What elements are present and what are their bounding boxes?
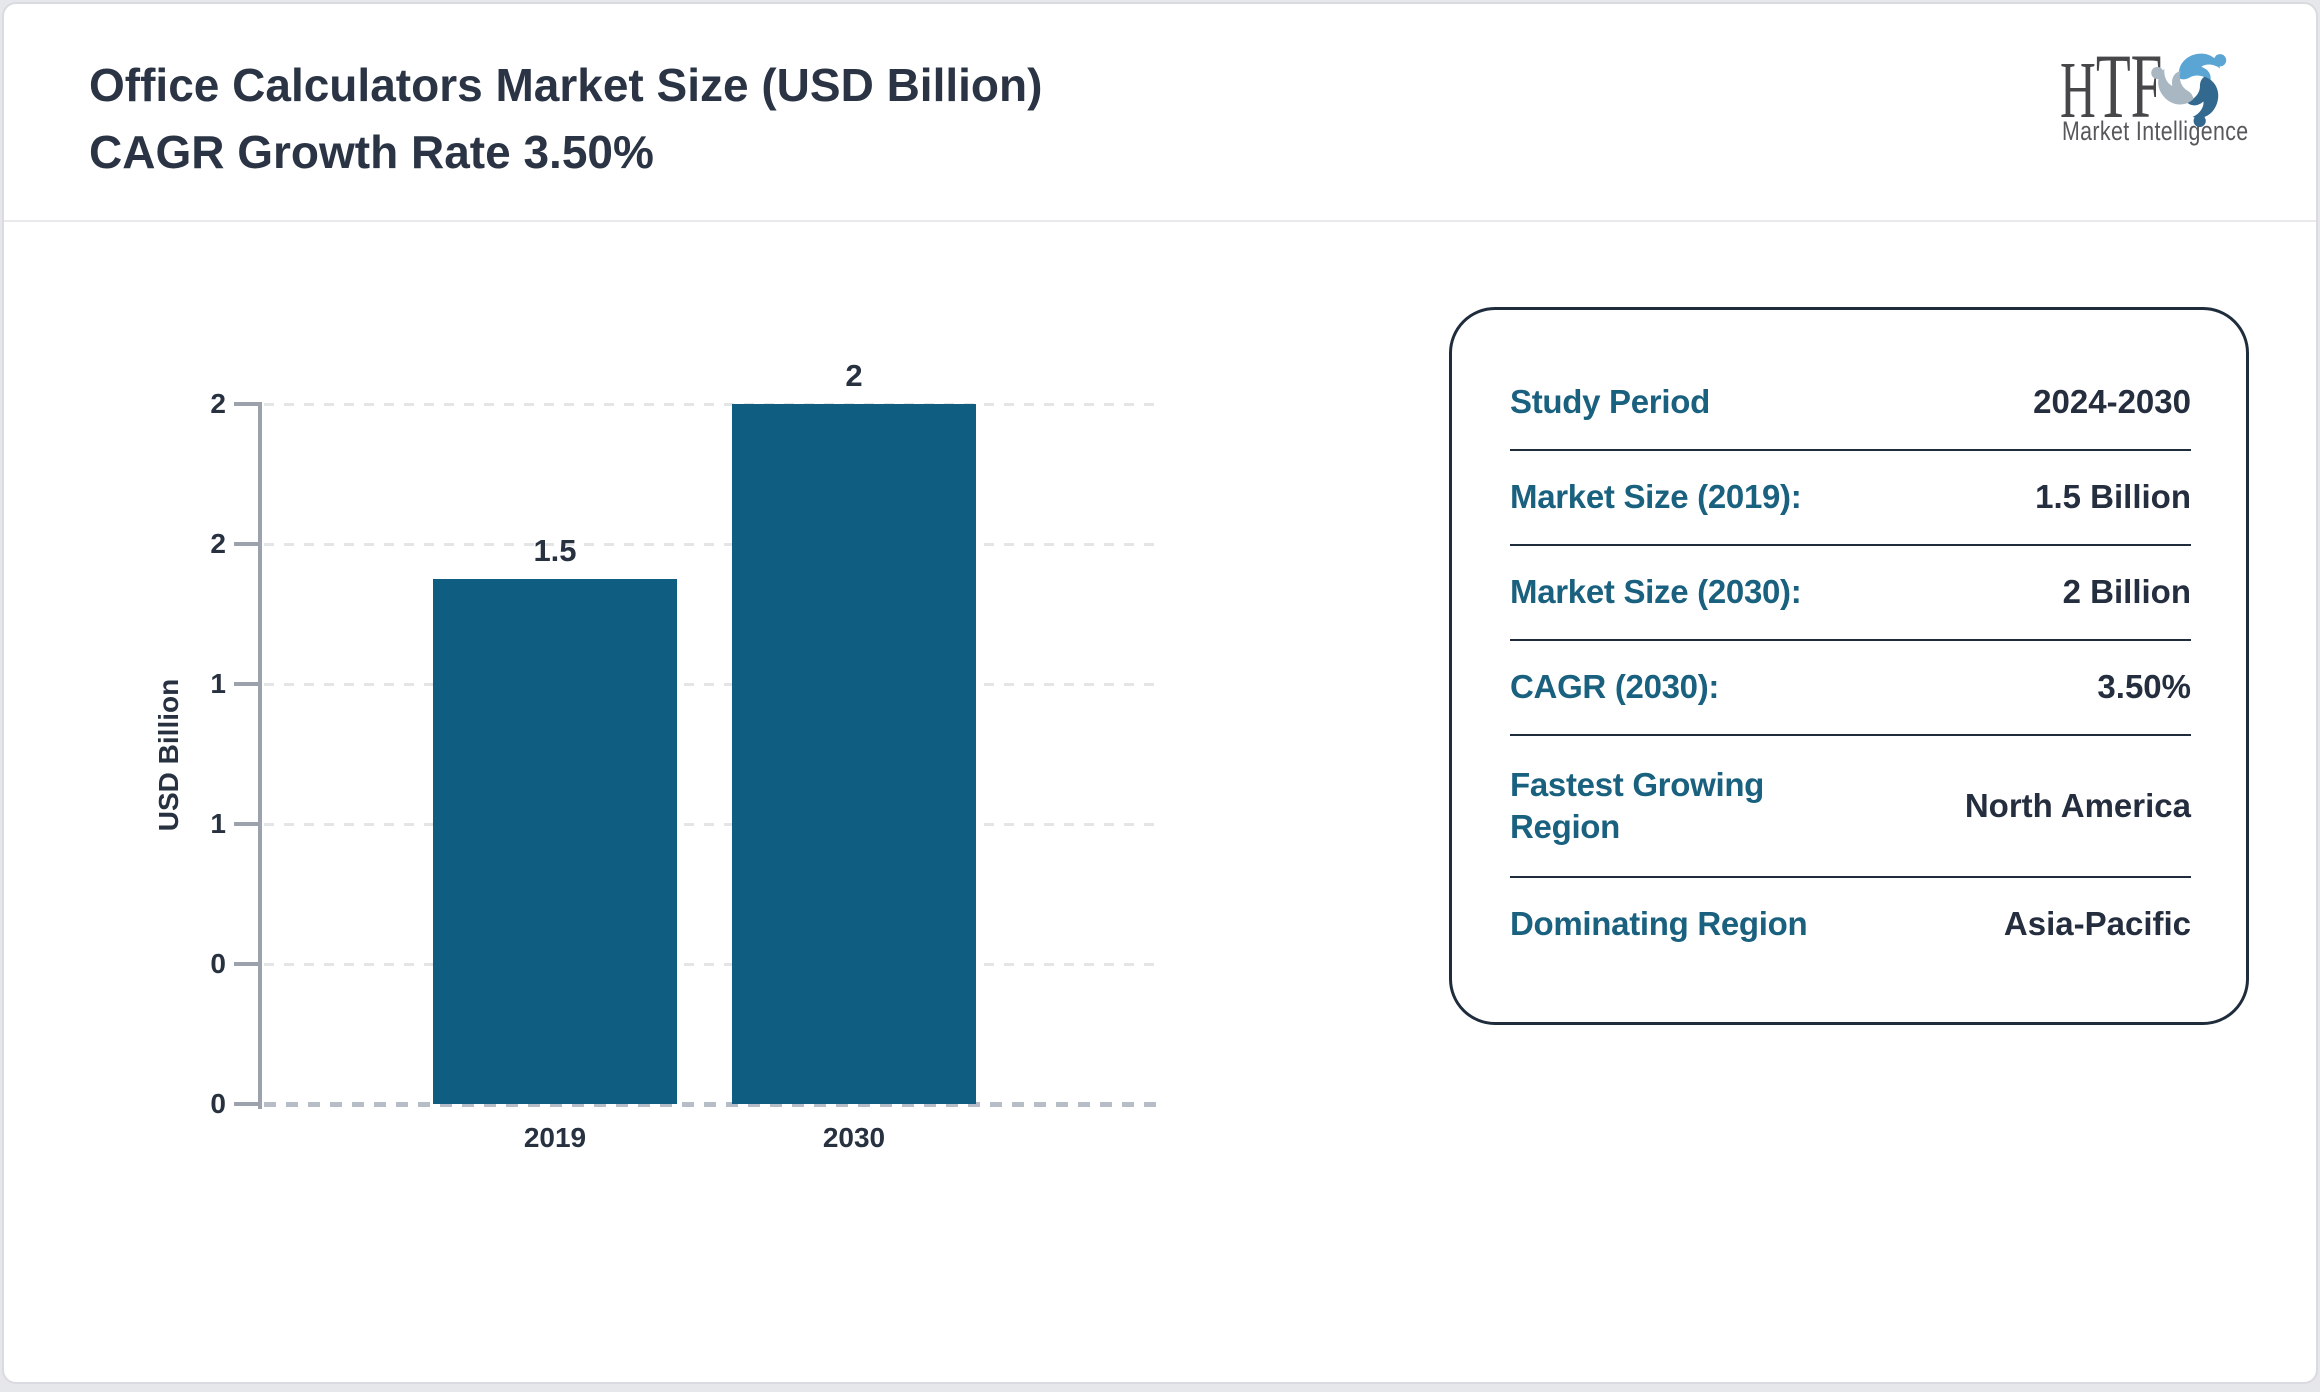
summary-value: North America	[1964, 786, 2191, 824]
summary-row-dominating-region: Dominating Region Asia-Pacific	[1510, 878, 2191, 971]
y-tickmark	[234, 822, 259, 826]
summary-label: Fastest Growing Region	[1510, 765, 1765, 845]
htf-logo-subtitle: Market Intelligence	[2062, 116, 2249, 146]
y-tick-label: 2	[210, 528, 226, 559]
x-axis-baseline	[264, 1102, 1162, 1107]
market-summary-panel: Study Period 2024-2030 Market Size (2019…	[1449, 307, 2249, 1025]
summary-row-study-period: Study Period 2024-2030	[1510, 356, 2191, 451]
page-title: Office Calculators Market Size (USD Bill…	[89, 52, 1042, 186]
summary-row-cagr: CAGR (2030): 3.50%	[1510, 641, 2191, 736]
summary-value: 2 Billion	[2062, 573, 2191, 611]
summary-value: Asia-Pacific	[2003, 905, 2191, 943]
summary-label: Dominating Region	[1510, 905, 1808, 943]
summary-label: Market Size (2019):	[1510, 478, 1802, 516]
header-divider	[4, 220, 2316, 222]
htf-logo-swirl-icon	[2151, 53, 2227, 128]
y-tick-label: 2	[210, 388, 226, 419]
bar-2019	[433, 579, 677, 1104]
gridline-0.8	[264, 823, 1162, 826]
htf-logo-letter-h: H	[2060, 47, 2096, 135]
y-tickmark	[234, 542, 259, 546]
y-tick-label: 0	[210, 1088, 226, 1119]
y-tick-label: 1	[210, 668, 226, 699]
page-title-line1: Office Calculators Market Size (USD Bill…	[89, 59, 1043, 111]
summary-value: 1.5 Billion	[2035, 478, 2191, 516]
htf-logo-text: HTF	[2060, 40, 2162, 137]
y-axis-line	[258, 402, 262, 1109]
summary-label: Study Period	[1510, 383, 1710, 421]
summary-label: Market Size (2030):	[1510, 573, 1802, 611]
y-tickmark	[234, 402, 259, 406]
bar-value-label-2030: 2	[845, 358, 863, 393]
gridline-2.0	[264, 403, 1162, 406]
y-axis-title: USD Billion	[153, 678, 184, 832]
y-tickmark	[234, 682, 259, 686]
summary-value: 3.50%	[2097, 668, 2191, 706]
y-tick-label: 1	[210, 808, 226, 839]
summary-row-market-size-2030: Market Size (2030): 2 Billion	[1510, 546, 2191, 641]
bar-2030	[732, 404, 976, 1104]
summary-label: CAGR (2030):	[1510, 668, 1720, 706]
gridline-1.6	[264, 543, 1162, 546]
y-tick-label: 0	[210, 948, 226, 979]
bar-value-label-2019: 1.5	[533, 533, 577, 568]
gridline-1.2	[264, 683, 1162, 686]
summary-value: 2024-2030	[2033, 383, 2191, 421]
gridline-0.4	[264, 963, 1162, 966]
htf-logo-letters-tf: TF	[2095, 35, 2163, 137]
x-tick-label-2030: 2030	[822, 1122, 886, 1153]
y-tickmark	[234, 1102, 259, 1106]
summary-row-fastest-growing-region: Fastest Growing Region North America	[1510, 736, 2191, 878]
summary-row-market-size-2019: Market Size (2019): 1.5 Billion	[1510, 451, 2191, 546]
page-title-line2: CAGR Growth Rate 3.50%	[89, 126, 654, 178]
x-tick-label-2019: 2019	[523, 1122, 587, 1153]
y-tickmark	[234, 962, 259, 966]
